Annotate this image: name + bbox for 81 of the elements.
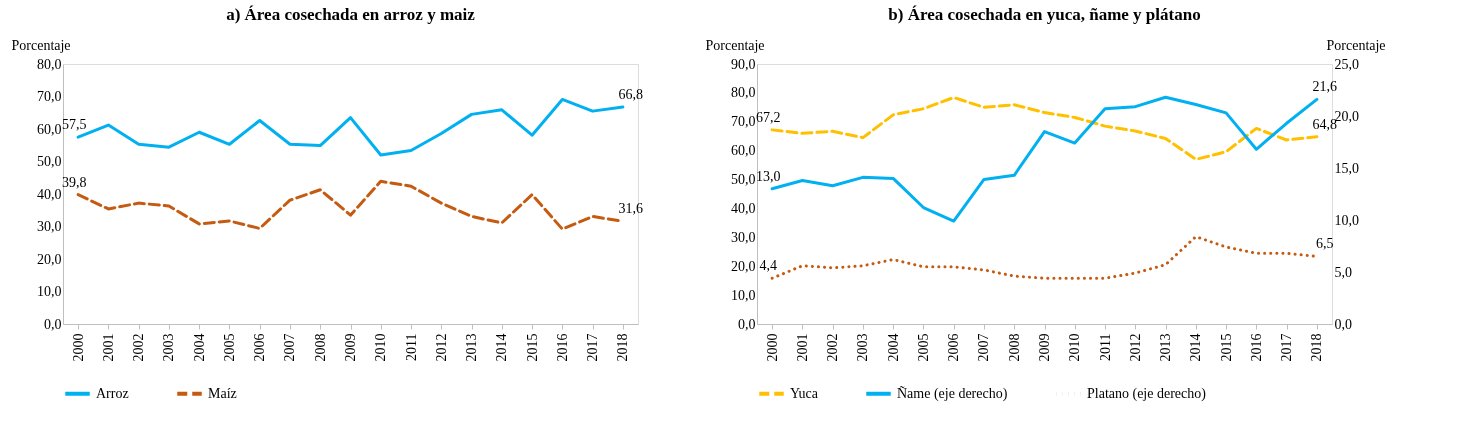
- y-tick-label: 80,0: [37, 56, 62, 72]
- x-tick-label: 2001: [794, 333, 810, 362]
- x-tick-label: 2011: [1097, 333, 1113, 361]
- x-tick-label: 2013: [1158, 333, 1174, 362]
- chart-title: a) Área cosechada en arroz y maiz: [226, 5, 476, 24]
- data-label: 6,5: [1316, 236, 1334, 252]
- x-tick-label: 2012: [433, 333, 449, 362]
- x-tick-label: 2003: [161, 333, 177, 362]
- y-tick-label: 40,0: [731, 200, 756, 216]
- x-tick-label: 2000: [70, 333, 86, 362]
- x-tick-label: 2004: [885, 333, 901, 362]
- x-tick-label: 2010: [373, 333, 389, 362]
- x-tick-label: 2018: [615, 333, 631, 362]
- x-tick-label: 2018: [1309, 333, 1325, 362]
- x-tick-label: 2002: [131, 333, 147, 362]
- x-tick-label: 2017: [1279, 333, 1295, 362]
- data-label: 57,5: [61, 117, 87, 133]
- x-tick-label: 2008: [1006, 333, 1022, 362]
- y-tick-label: 90,0: [731, 56, 756, 72]
- x-tick-label: 2003: [855, 333, 871, 362]
- data-label: 67,2: [755, 109, 781, 125]
- x-tick-label: 2016: [554, 333, 570, 362]
- y2-tick-label: 0,0: [1334, 316, 1352, 332]
- x-tick-label: 2007: [976, 333, 992, 362]
- x-tick-label: 2008: [312, 333, 328, 362]
- x-tick-label: 2014: [1188, 333, 1204, 362]
- y2-tick-label: 5,0: [1334, 264, 1352, 280]
- x-tick-label: 2002: [825, 333, 841, 362]
- legend-label: Ñame (eje derecho): [897, 385, 1008, 402]
- x-tick-label: 2011: [403, 333, 419, 361]
- y2-tick-label: 15,0: [1334, 160, 1359, 176]
- y-axis-title: Porcentaje: [11, 37, 71, 53]
- y-tick-label: 70,0: [37, 89, 62, 104]
- legend-label: Platano (eje derecho): [1087, 385, 1207, 402]
- data-label: 31,6: [618, 201, 644, 217]
- x-tick-label: 2005: [221, 333, 237, 362]
- y2-tick-label: 10,0: [1334, 212, 1359, 228]
- x-tick-label: 2006: [252, 333, 268, 362]
- y-tick-label: 30,0: [37, 219, 62, 234]
- x-tick-label: 2000: [764, 333, 780, 362]
- chart-title: b) Área cosechada en yuca, ñame y plátano: [888, 5, 1201, 24]
- x-tick-label: 2015: [1218, 333, 1234, 362]
- y-tick-label: 60,0: [37, 121, 62, 137]
- y-tick-label: 50,0: [37, 154, 62, 169]
- data-label: 21,6: [1312, 79, 1338, 95]
- x-tick-label: 2014: [494, 333, 510, 362]
- data-label: 66,8: [618, 86, 644, 102]
- y-tick-label: 20,0: [731, 258, 756, 274]
- legend-label: Yuca: [790, 385, 819, 401]
- x-tick-label: 2012: [1127, 333, 1143, 362]
- y-tick-label: 0,0: [738, 316, 756, 332]
- y-tick-label: 30,0: [731, 229, 756, 245]
- data-label: 13,0: [755, 168, 781, 184]
- x-tick-label: 2005: [915, 333, 931, 362]
- y-tick-label: 50,0: [731, 172, 756, 188]
- x-tick-label: 2015: [524, 333, 540, 362]
- y-tick-label: 0,0: [44, 316, 62, 332]
- x-tick-label: 2004: [191, 333, 207, 362]
- y-tick-label: 10,0: [37, 284, 62, 299]
- y-tick-label: 10,0: [731, 287, 756, 303]
- y-tick-label: 40,0: [37, 186, 62, 202]
- y-tick-label: 60,0: [731, 143, 756, 159]
- x-tick-label: 2007: [282, 333, 298, 362]
- x-tick-label: 2013: [464, 333, 480, 362]
- x-tick-label: 2006: [946, 333, 962, 362]
- y-axis-title: Porcentaje: [705, 37, 765, 53]
- x-tick-label: 2009: [1037, 333, 1052, 362]
- legend-label: Arroz: [96, 385, 129, 401]
- data-label: 39,8: [61, 174, 87, 190]
- legend-label: Maíz: [208, 385, 237, 401]
- x-tick-label: 2010: [1067, 333, 1083, 362]
- x-tick-label: 2017: [585, 333, 601, 362]
- y-tick-label: 70,0: [731, 114, 756, 130]
- x-tick-label: 2009: [343, 333, 358, 362]
- y-tick-label: 20,0: [37, 251, 62, 267]
- y-tick-label: 80,0: [731, 85, 756, 101]
- x-tick-label: 2001: [100, 333, 116, 362]
- y2-tick-label: 25,0: [1334, 56, 1359, 72]
- y2-axis-title: Porcentaje: [1326, 37, 1386, 53]
- x-tick-label: 2016: [1248, 333, 1264, 362]
- data-label: 4,4: [759, 258, 777, 274]
